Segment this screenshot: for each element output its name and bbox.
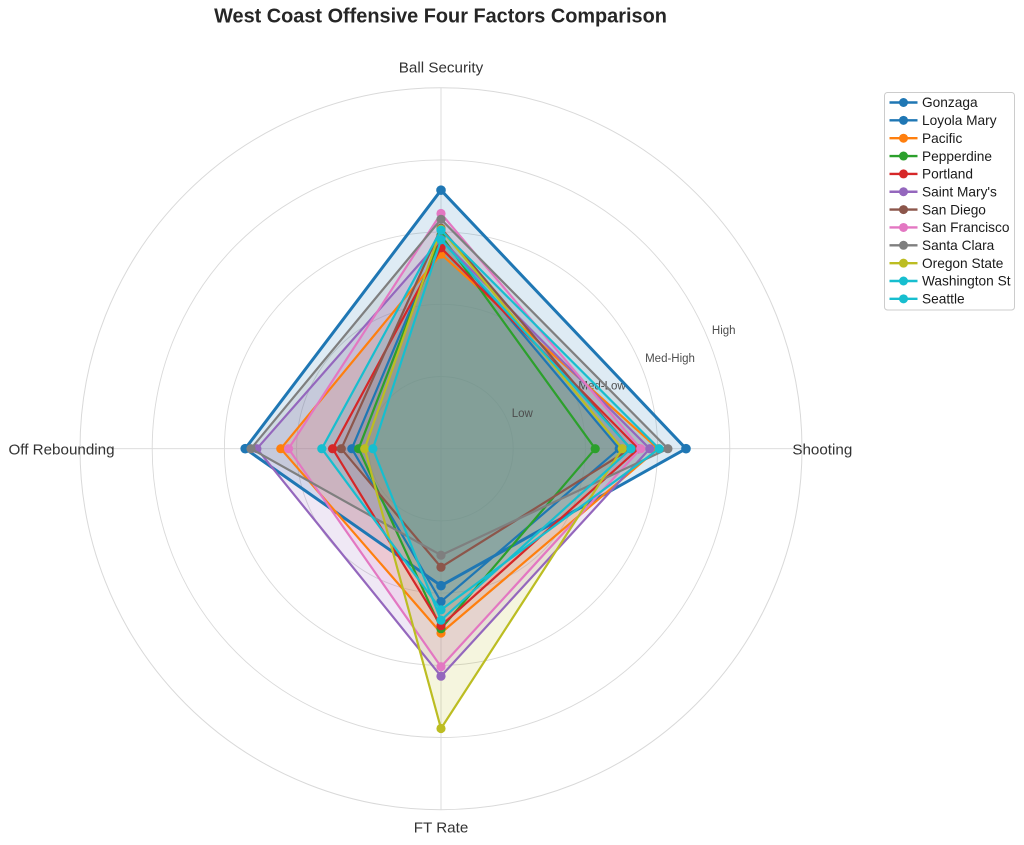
svg-text:Pepperdine: Pepperdine bbox=[922, 149, 992, 164]
svg-text:Santa Clara: Santa Clara bbox=[922, 238, 995, 253]
svg-text:West Coast Offensive Four Fact: West Coast Offensive Four Factors Compar… bbox=[214, 5, 667, 27]
svg-text:San Diego: San Diego bbox=[922, 202, 986, 217]
svg-text:San Francisco: San Francisco bbox=[922, 220, 1010, 235]
svg-text:FT Rate: FT Rate bbox=[414, 820, 469, 837]
svg-text:Seattle: Seattle bbox=[922, 292, 965, 307]
svg-text:Oregon State: Oregon State bbox=[922, 256, 1003, 271]
svg-text:Off Rebounding: Off Rebounding bbox=[8, 441, 114, 458]
svg-text:High: High bbox=[712, 325, 736, 337]
svg-text:Washington St: Washington St bbox=[922, 274, 1011, 289]
svg-text:Low: Low bbox=[512, 408, 534, 420]
svg-text:Pacific: Pacific bbox=[922, 131, 962, 146]
svg-text:Ball Security: Ball Security bbox=[399, 59, 484, 76]
svg-text:Med-High: Med-High bbox=[645, 353, 695, 365]
svg-text:Saint Mary's: Saint Mary's bbox=[922, 184, 997, 199]
svg-text:Loyola Mary: Loyola Mary bbox=[922, 113, 997, 128]
svg-text:Portland: Portland bbox=[922, 167, 973, 182]
svg-text:Gonzaga: Gonzaga bbox=[922, 95, 978, 110]
svg-text:Shooting: Shooting bbox=[792, 441, 852, 458]
